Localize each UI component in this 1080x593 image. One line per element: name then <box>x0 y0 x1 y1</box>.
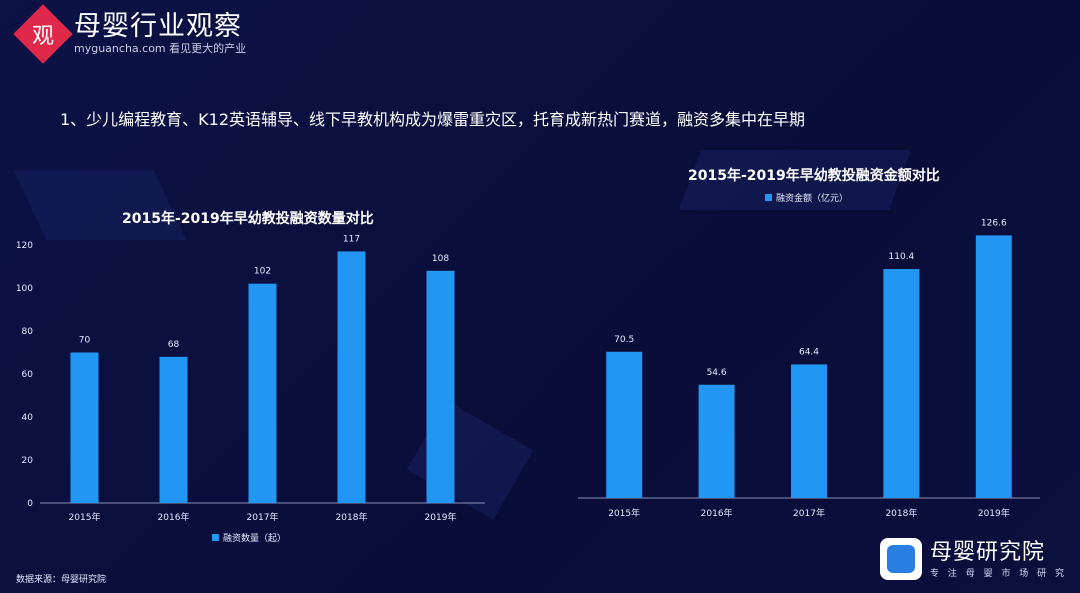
chart-1-data-label: 70 <box>79 336 91 346</box>
chart-2-x-tick-label: 2017年 <box>793 507 825 519</box>
chart-1-data-label: 108 <box>432 254 449 264</box>
chart-1-legend-label: 融资数量（起） <box>223 532 286 544</box>
chart-1-bar <box>159 356 188 503</box>
chart-2-x-tick-label: 2018年 <box>885 507 917 519</box>
data-source: 数据来源：母婴研究院 <box>16 575 107 585</box>
chart-2-data-label: 64.4 <box>799 347 819 357</box>
chart-2-data-label: 70.5 <box>614 335 634 345</box>
chart-1-y-tick-label: 100 <box>16 284 33 294</box>
chart-1-bar <box>337 251 366 503</box>
chart-2-data-label: 126.6 <box>981 218 1007 228</box>
chart-1-legend-swatch <box>212 534 219 541</box>
chart-1-x-tick-label: 2016年 <box>158 511 190 523</box>
chart-1-x-tick-label: 2017年 <box>247 511 279 523</box>
chart-1-x-tick-label: 2018年 <box>336 511 368 523</box>
chart-1-bar <box>70 352 99 503</box>
chart-2-legend-label: 融资金额（亿元） <box>776 192 848 204</box>
brand-subtitle: 专 注 母 婴 市 场 研 究 <box>930 568 1068 579</box>
brand-title: 母婴研究院 <box>930 539 1046 565</box>
chart-1-bar <box>426 270 455 503</box>
logo-subtitle: myguancha.com 看见更大的产业 <box>74 42 247 55</box>
chart-2-title: 2015年-2019年早幼教投融资金额对比 <box>688 168 940 184</box>
chart-1-x-tick-label: 2015年 <box>69 511 101 523</box>
headline: 1、少儿编程教育、K12英语辅导、线下早教机构成为爆雷重灾区，托育成新热门赛道，… <box>60 110 806 129</box>
chart-2-bar <box>606 351 643 498</box>
chart-1-y-tick-label: 20 <box>22 456 34 466</box>
chart-1-y-tick-label: 40 <box>22 413 34 423</box>
chart-2-legend-swatch <box>765 194 772 201</box>
logo-title: 母婴行业观察 <box>74 11 242 42</box>
chart-1-y-tick-label: 0 <box>27 499 33 509</box>
chart-1-y-tick-label: 60 <box>22 370 34 380</box>
chart-1-x-tick-label: 2019年 <box>425 511 457 523</box>
chart-2-x-tick-label: 2015年 <box>608 507 640 519</box>
chart-1-bar <box>248 283 277 503</box>
chart-1-data-label: 117 <box>343 234 360 244</box>
chart-1-data-label: 68 <box>168 340 180 350</box>
chart-1-data-label: 102 <box>254 267 271 277</box>
chart-1-title: 2015年-2019年早幼教投融资数量对比 <box>122 211 374 227</box>
chart-1-y-tick-label: 120 <box>16 241 33 251</box>
logo: 观 母婴行业观察 myguancha.com 看见更大的产业 <box>13 3 247 64</box>
brand-icon <box>880 538 922 580</box>
chart-2-data-label: 110.4 <box>889 252 915 262</box>
chart-2-x-tick-label: 2016年 <box>701 507 733 519</box>
chart-2-bar <box>975 235 1012 498</box>
brand-logo: 母婴研究院 专 注 母 婴 市 场 研 究 <box>880 538 1067 580</box>
chart-2-bar <box>698 384 735 498</box>
chart-2-x-tick-label: 2019年 <box>978 507 1010 519</box>
chart-2-data-label: 54.6 <box>707 368 727 378</box>
chart-1-y-tick-label: 80 <box>22 327 34 337</box>
chart-2-bar <box>791 364 827 498</box>
chart-2-bar <box>883 269 920 498</box>
